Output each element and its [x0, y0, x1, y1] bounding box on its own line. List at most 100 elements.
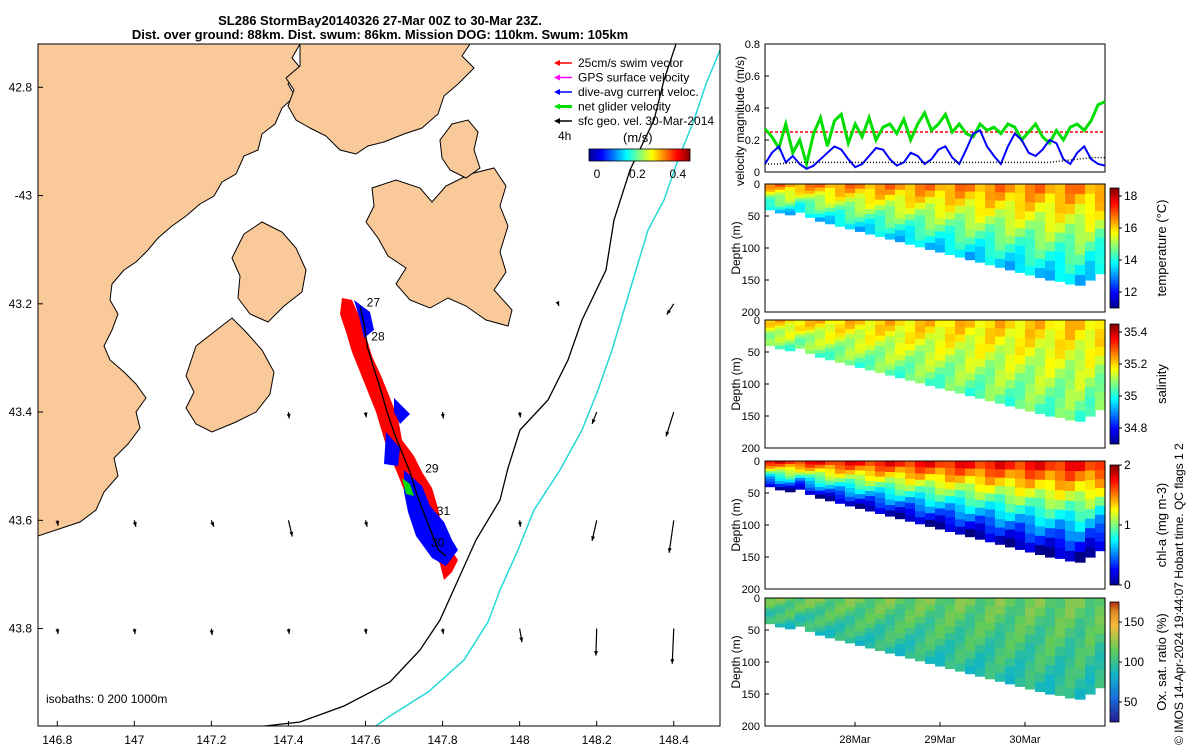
section-cell [1075, 244, 1086, 256]
section-cell [795, 483, 806, 487]
section-cell [865, 350, 876, 356]
section-cell [955, 249, 966, 258]
section-cell [815, 598, 826, 603]
section-cell [1085, 260, 1096, 271]
section-cell [985, 461, 996, 470]
section-cell [815, 353, 826, 358]
section-cell [1055, 461, 1066, 472]
legend-arrowhead [554, 60, 560, 66]
section-cell [775, 345, 786, 350]
section-cell [1005, 235, 1016, 245]
section-cell [1045, 406, 1056, 417]
map-y-tick-label: 43.4 [9, 405, 33, 419]
section-cell [925, 487, 936, 495]
section-cell [925, 190, 936, 198]
section-cell [785, 187, 796, 191]
section-cell [885, 369, 896, 376]
section-cell [1065, 359, 1076, 371]
section-y-tick-label: 0 [754, 593, 760, 605]
section-cell [785, 619, 796, 624]
section-cell [895, 189, 906, 197]
section-cell [815, 616, 826, 621]
current-arrow-head [286, 629, 291, 634]
section-cell [825, 629, 836, 635]
section-cell [865, 500, 876, 507]
section-cell [1035, 626, 1046, 636]
section-cell [785, 320, 796, 324]
section-cell [835, 358, 846, 363]
section-cell [1065, 491, 1076, 502]
section-cell [1025, 347, 1036, 357]
section-y-tick-label: 100 [742, 657, 760, 669]
section-cell [1055, 213, 1066, 224]
section-cell [875, 341, 886, 347]
section-cell [1085, 655, 1096, 666]
section-cell [815, 331, 826, 336]
section-cell [845, 483, 856, 489]
section-colorbar-tick-label: 0 [1124, 578, 1131, 592]
section-cell [775, 184, 786, 188]
section-cell [935, 631, 946, 640]
section-cell [1075, 521, 1086, 533]
section-cell [955, 371, 966, 379]
section-cell [805, 187, 816, 192]
section-cell [835, 345, 846, 351]
section-cell [855, 188, 866, 194]
section-cell [785, 610, 796, 614]
velocity-series [763, 100, 1106, 170]
section-cell [795, 200, 806, 205]
section-cell [835, 332, 846, 338]
section-cell [805, 320, 816, 324]
section-cell [1025, 401, 1036, 412]
section-cell [1035, 230, 1046, 241]
section-cell [1015, 598, 1026, 608]
section-cell [935, 611, 946, 619]
section-cell [975, 238, 986, 248]
section-cell [1045, 377, 1056, 388]
section-cell [825, 207, 836, 213]
section-cell [845, 324, 856, 330]
section-cell [1075, 552, 1086, 563]
section-cell [875, 487, 886, 493]
section-cell [965, 635, 976, 644]
section-cell [975, 230, 986, 240]
section-cell [925, 656, 936, 664]
section-cell [885, 477, 896, 484]
section-cell [815, 195, 826, 200]
section-cell [865, 194, 876, 200]
section-cell [935, 224, 946, 233]
section-cell [905, 467, 916, 474]
section-cell [835, 623, 846, 629]
section-cell [995, 469, 1006, 479]
section-cell [885, 222, 896, 229]
section-cell [1075, 390, 1086, 402]
section-cell [915, 654, 926, 662]
section-cell [1015, 328, 1026, 339]
section-cell [865, 471, 876, 477]
section-cell [785, 208, 796, 213]
section-cell [975, 366, 986, 376]
section-cell [945, 496, 956, 504]
section-cell [1085, 232, 1096, 243]
section-cell [905, 374, 916, 381]
section-colorbar-tick-label: 12 [1124, 285, 1138, 299]
section-cell [775, 198, 786, 202]
section-cell [835, 619, 846, 624]
section-cell [955, 526, 966, 535]
section-cell [965, 252, 976, 261]
section-cell [1045, 646, 1056, 657]
section-cell [795, 192, 806, 196]
section-cell [825, 625, 836, 631]
section-cell [785, 347, 796, 352]
section-cell [1085, 387, 1096, 398]
section-cell [1015, 642, 1026, 652]
section-cell [925, 210, 936, 218]
section-cell [935, 340, 946, 348]
section-cell [955, 482, 966, 491]
section-cell [955, 656, 966, 665]
section-cell [1095, 607, 1106, 617]
section-cell [975, 223, 986, 232]
section-cell [1025, 338, 1036, 348]
section-cell [915, 320, 926, 327]
